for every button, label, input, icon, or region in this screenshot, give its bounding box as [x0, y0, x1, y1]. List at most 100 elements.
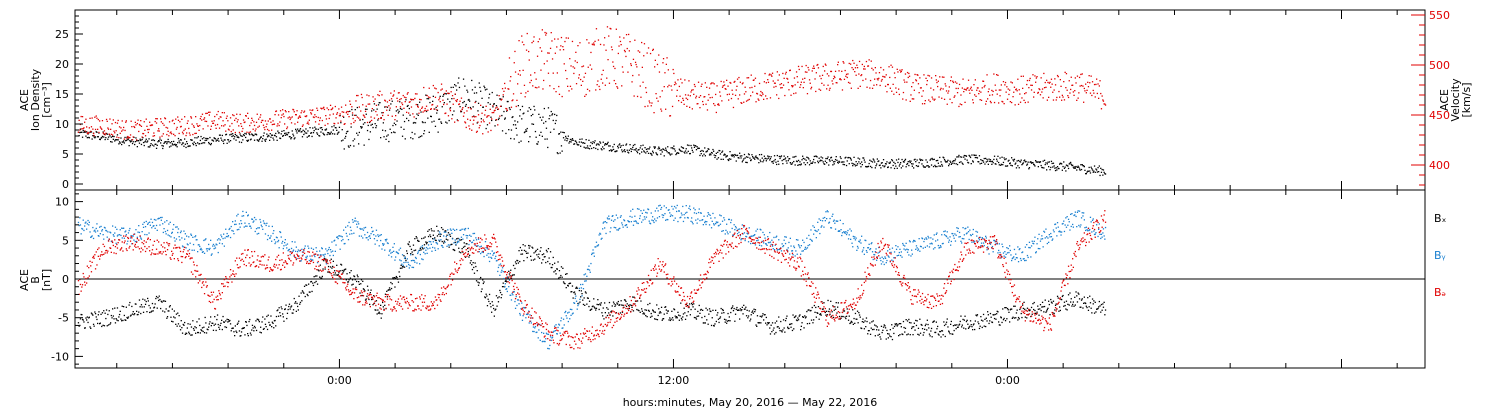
bx-point [486, 295, 487, 296]
density-point [213, 140, 214, 141]
density-point [1102, 175, 1103, 176]
by-point [262, 229, 263, 230]
bx-point [401, 268, 402, 269]
bx-point [105, 318, 106, 319]
bx-point [1091, 312, 1092, 313]
velocity-point [570, 65, 571, 66]
density-point [1105, 173, 1106, 174]
bx-point [445, 230, 446, 231]
density-point [96, 132, 97, 133]
bx-point [917, 320, 918, 321]
density-point [936, 166, 937, 167]
velocity-point [662, 90, 663, 91]
bx-point [244, 327, 245, 328]
velocity-point [1058, 91, 1059, 92]
velocity-point [450, 110, 451, 111]
density-point [396, 110, 397, 111]
velocity-point [1045, 87, 1046, 88]
bx-point [928, 327, 929, 328]
velocity-point [195, 116, 196, 117]
density-point [696, 149, 697, 150]
velocity-point [334, 123, 335, 124]
bx-point [775, 332, 776, 333]
velocity-point [703, 104, 704, 105]
bx-point [629, 304, 630, 305]
bx-point [1021, 313, 1022, 314]
bx-point [558, 277, 559, 278]
density-point [619, 143, 620, 144]
by-point [167, 230, 168, 231]
bx-point [518, 262, 519, 263]
bx-point [1003, 319, 1004, 320]
velocity-point [747, 100, 748, 101]
density-point [592, 141, 593, 142]
bx-point [873, 329, 874, 330]
density-point [695, 145, 696, 146]
velocity-point [930, 101, 931, 102]
bx-point [577, 288, 578, 289]
bx-point [748, 315, 749, 316]
density-point [98, 136, 99, 137]
bx-point [525, 251, 526, 252]
density-point [948, 165, 949, 166]
velocity-point [782, 73, 783, 74]
bx-point [209, 321, 210, 322]
bx-point [707, 309, 708, 310]
by-point [124, 238, 125, 239]
bx-point [161, 302, 162, 303]
bx-point [346, 279, 347, 280]
velocity-point [914, 90, 915, 91]
bx-point [586, 292, 587, 293]
velocity-point [511, 107, 512, 108]
density-point [716, 153, 717, 154]
bx-point [109, 310, 110, 311]
velocity-point [117, 123, 118, 124]
density-point [422, 122, 423, 123]
velocity-point [1073, 95, 1074, 96]
velocity-point [569, 58, 570, 59]
bx-point [592, 306, 593, 307]
velocity-point [983, 81, 984, 82]
velocity-point [764, 81, 765, 82]
velocity-point [281, 114, 282, 115]
bx-point [555, 273, 556, 274]
bx-point [719, 318, 720, 319]
bx-point [709, 308, 710, 309]
velocity-point [775, 86, 776, 87]
bx-point [381, 318, 382, 319]
density-point [388, 141, 389, 142]
velocity-point [941, 98, 942, 99]
by-point [277, 241, 278, 242]
velocity-point [647, 52, 648, 53]
velocity-point [843, 62, 844, 63]
bx-point [1097, 308, 1098, 309]
velocity-point [227, 116, 228, 117]
density-point [129, 145, 130, 146]
bx-point [879, 334, 880, 335]
velocity-point [854, 71, 855, 72]
velocity-point [719, 91, 720, 92]
velocity-point [388, 115, 389, 116]
velocity-point [639, 52, 640, 53]
velocity-point [198, 126, 199, 127]
velocity-point [402, 104, 403, 105]
density-point [575, 141, 576, 142]
bx-point [357, 276, 358, 277]
bx-point [1026, 317, 1027, 318]
density-point [556, 115, 557, 116]
bx-point [834, 310, 835, 311]
bx-point [1041, 310, 1042, 311]
velocity-point [98, 119, 99, 120]
density-point [978, 161, 979, 162]
velocity-point [570, 86, 571, 87]
velocity-point [451, 118, 452, 119]
density-point [478, 103, 479, 104]
bx-point [268, 322, 269, 323]
velocity-point [1051, 79, 1052, 80]
by-point [263, 220, 264, 221]
density-point [92, 138, 93, 139]
density-point [581, 142, 582, 143]
bx-point [725, 322, 726, 323]
bx-point [500, 292, 501, 293]
density-point [132, 143, 133, 144]
